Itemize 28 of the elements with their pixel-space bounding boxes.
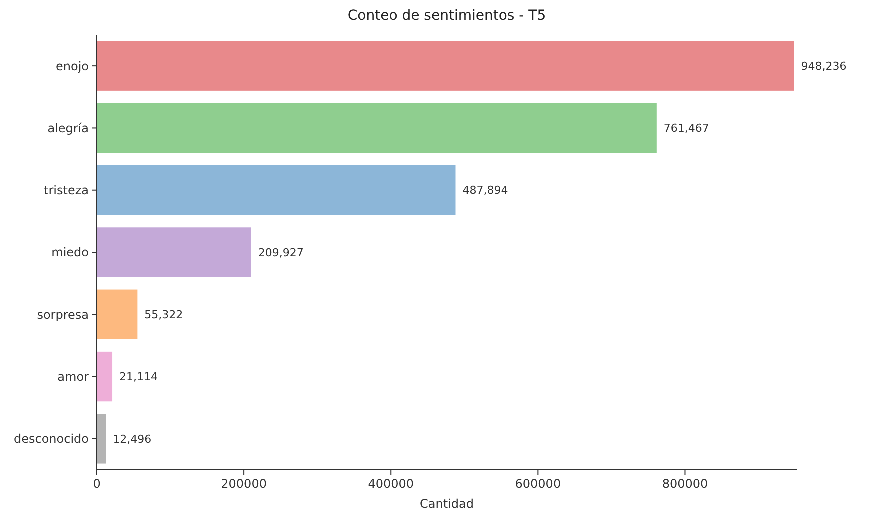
y-tick-label: desconocido	[14, 432, 89, 446]
data-label: 948,236	[801, 60, 847, 73]
data-label: 209,927	[258, 246, 304, 260]
bar	[97, 41, 794, 91]
y-tick-label: enojo	[56, 59, 89, 74]
x-tick-label: 800000	[662, 477, 708, 491]
bar	[97, 290, 138, 340]
x-tick-label: 200000	[221, 477, 267, 491]
bar	[97, 414, 106, 464]
data-label: 12,496	[113, 432, 152, 446]
y-tick-label: tristeza	[44, 184, 89, 198]
y-tick-label: sorpresa	[37, 308, 89, 322]
x-tick-label: 600000	[515, 477, 562, 491]
data-label: 487,894	[462, 184, 508, 198]
x-tick-label: 0	[93, 477, 101, 491]
x-axis-title: Cantidad	[420, 497, 474, 511]
data-label: 21,114	[120, 370, 158, 384]
y-tick-label: miedo	[52, 246, 89, 260]
bar	[97, 228, 252, 278]
bar	[97, 103, 657, 154]
x-tick-label: 400000	[368, 477, 414, 491]
data-label: 55,322	[144, 308, 184, 322]
bar	[97, 166, 456, 216]
y-tick-label: alegría	[48, 121, 89, 136]
chart-title: Conteo de sentimientos - T5	[348, 8, 546, 24]
bar	[97, 352, 113, 402]
data-label: 761,467	[664, 122, 710, 136]
y-tick-label: amor	[58, 370, 90, 384]
